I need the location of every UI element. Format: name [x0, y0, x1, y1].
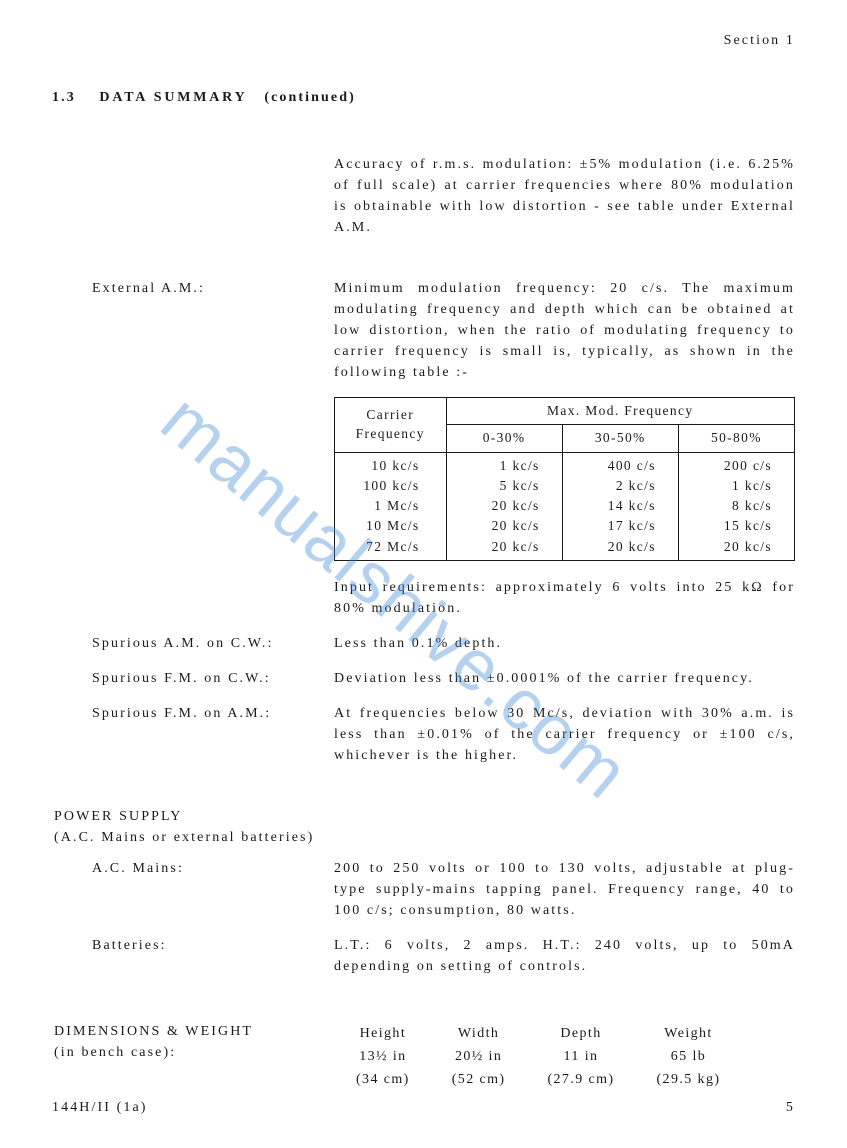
title-continued [253, 90, 264, 105]
dim-col-2: Depth [527, 1023, 634, 1044]
ac-mains-value: 200 to 250 volts or 100 to 130 volts, ad… [334, 858, 795, 921]
footer-page-number: 5 [786, 1097, 795, 1118]
dim-col-1: Width [432, 1023, 526, 1044]
dim-col-0: Height [336, 1023, 430, 1044]
external-am-intro: Minimum modulation frequency: 20 c/s. Th… [334, 278, 795, 383]
spurious-fm-cw-value: Deviation less than ±0.0001% of the carr… [334, 668, 795, 689]
table-col0-head: CarrierFrequency [335, 398, 447, 453]
section-header: Section 1 [52, 30, 795, 51]
table-col-c: 200 c/s 1 kc/s 8 kc/s 15 kc/s 20 kc/s [678, 452, 794, 560]
dimensions-table: Height Width Depth Weight 13½ in 20½ in … [334, 1021, 742, 1092]
dimensions-head: DIMENSIONS & WEIGHT (in bench case): [54, 1021, 253, 1063]
table-subhead-0: 0-30% [446, 425, 562, 452]
spurious-fm-am-value: At frequencies below 30 Mc/s, deviation … [334, 703, 795, 766]
title-number: 1.3 [52, 87, 76, 108]
title-row: 1.3 DATA SUMMARY (continued) [52, 87, 795, 108]
power-supply-head: POWER SUPPLY (A.C. Mains or external bat… [52, 806, 795, 848]
spurious-am-cw-label: Spurious A.M. on C.W.: [52, 633, 334, 654]
table-col-a: 1 kc/s 5 kc/s 20 kc/s 20 kc/s 20 kc/s [446, 452, 562, 560]
spurious-am-cw-value: Less than 0.1% depth. [334, 633, 795, 654]
spurious-fm-am-label: Spurious F.M. on A.M.: [52, 703, 334, 724]
external-am-label: External A.M.: [52, 278, 334, 299]
table-carrier-col: 10 kc/s 100 kc/s 1 Mc/s 10 Mc/s 72 Mc/s [335, 452, 447, 560]
batteries-value: L.T.: 6 volts, 2 amps. H.T.: 240 volts, … [334, 935, 795, 977]
footer-left: 144H/II (1a) [52, 1097, 148, 1118]
title-continued-text: (continued) [264, 90, 356, 105]
ac-mains-label: A.C. Mains: [52, 858, 334, 879]
batteries-label: Batteries: [52, 935, 334, 956]
table-mod-head: Max. Mod. Frequency [446, 398, 795, 425]
input-requirements: Input requirements: approximately 6 volt… [334, 577, 795, 619]
table-col-b: 400 c/s 2 kc/s 14 kc/s 17 kc/s 20 kc/s [562, 452, 678, 560]
modulation-frequency-table: CarrierFrequency Max. Mod. Frequency 0-3… [334, 397, 795, 561]
accuracy-paragraph: Accuracy of r.m.s. modulation: ±5% modul… [334, 154, 795, 238]
dim-col-3: Weight [637, 1023, 741, 1044]
table-subhead-2: 50-80% [678, 425, 794, 452]
spurious-fm-cw-label: Spurious F.M. on C.W.: [52, 668, 334, 689]
table-subhead-1: 30-50% [562, 425, 678, 452]
title-main: DATA SUMMARY [99, 90, 247, 105]
